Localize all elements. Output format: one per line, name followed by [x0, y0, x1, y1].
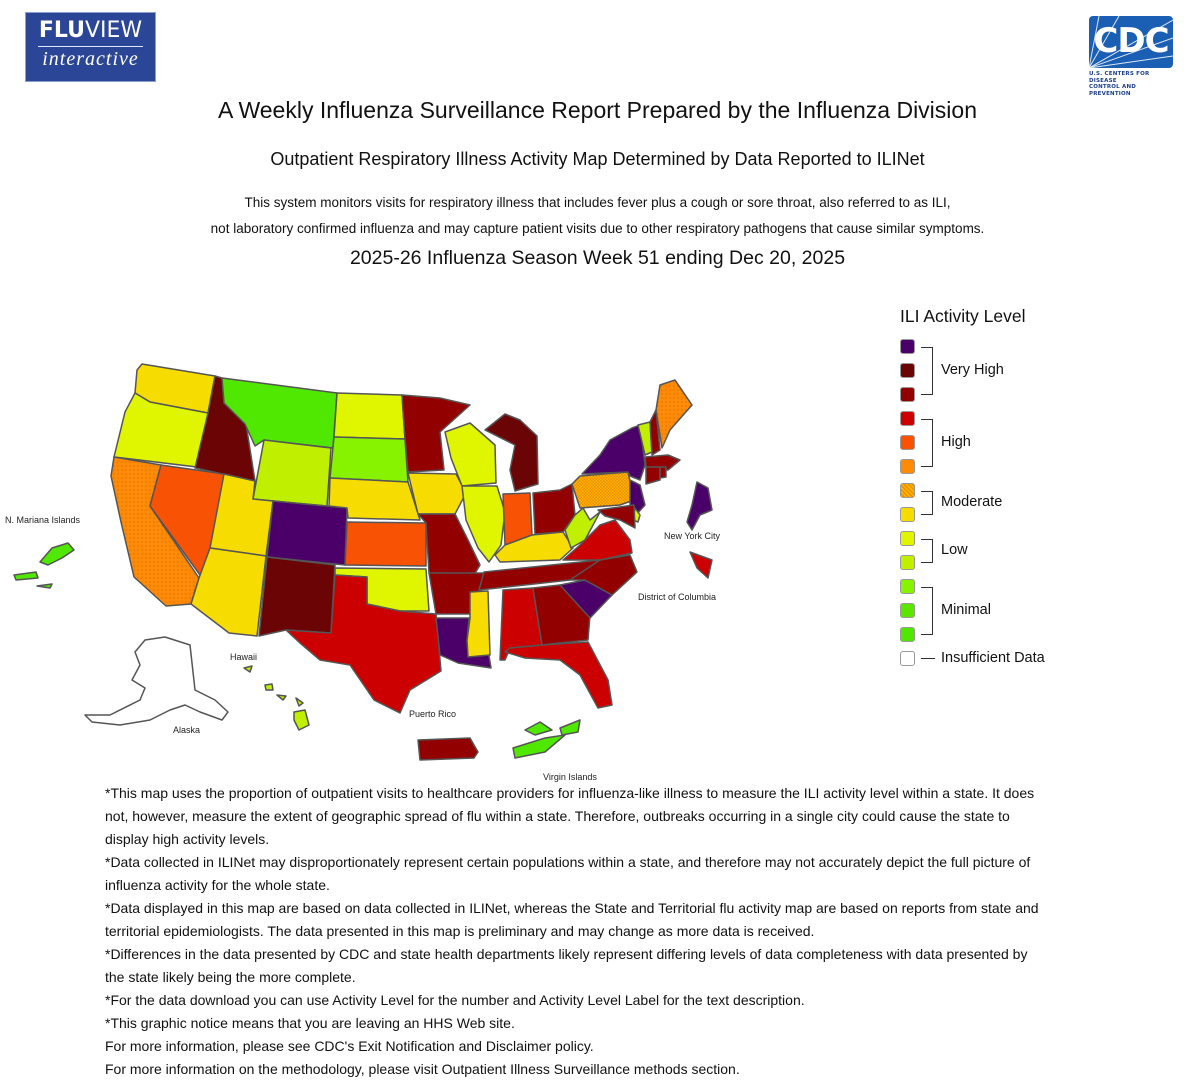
- state-pennsylvania[interactable]: [571, 471, 635, 509]
- state-new-hampshire[interactable]: [649, 409, 661, 456]
- state-illinois[interactable]: [461, 485, 506, 563]
- state-west-virginia[interactable]: [564, 507, 601, 549]
- legend-swatch-very-high-3[interactable]: [900, 339, 915, 354]
- footnotes: *This map uses the proportion of outpati…: [105, 782, 1045, 1081]
- footnote: *For the data download you can use Activ…: [105, 992, 805, 1008]
- legend-label-insufficient: Insufficient Data: [941, 650, 1045, 666]
- state-connecticut[interactable]: [645, 466, 661, 485]
- state-maine[interactable]: [655, 379, 693, 449]
- label-n-mariana: N. Mariana Islands: [5, 515, 81, 525]
- methodology-link[interactable]: For more information on the methodology,…: [105, 1061, 740, 1077]
- cdc-rays-icon: [1089, 16, 1173, 68]
- season-week-heading: 2025-26 Influenza Season Week 51 ending …: [349, 247, 846, 269]
- footnote: *This map uses the proportion of outpati…: [105, 785, 1035, 847]
- label-hawaii: Hawaii: [230, 652, 258, 662]
- hawaii[interactable]: [243, 665, 310, 731]
- state-wyoming[interactable]: [252, 439, 332, 507]
- legend-swatch-moderate-1[interactable]: [900, 507, 915, 522]
- virgin-islands[interactable]: [512, 719, 581, 759]
- state-arizona[interactable]: [190, 547, 267, 637]
- state-michigan[interactable]: [484, 413, 539, 492]
- puerto-rico[interactable]: [417, 737, 479, 761]
- legend-swatch-low-2[interactable]: [900, 531, 915, 546]
- legend-title: ILI Activity Level: [900, 306, 1026, 326]
- state-missouri[interactable]: [417, 513, 481, 576]
- state-rhode-island[interactable]: [659, 466, 667, 479]
- label-dc: District of Columbia: [638, 592, 717, 602]
- alaska[interactable]: [84, 636, 229, 726]
- fluview-logo[interactable]: FLUVIEW interactive: [25, 12, 156, 82]
- page-title: A Weekly Influenza Surveillance Report P…: [218, 97, 977, 123]
- ili-activity-map: N. Mariana Islands Alaska Hawaii Puerto …: [0, 280, 880, 790]
- page-description: This system monitors visits for respirat…: [210, 195, 985, 236]
- legend-bracket-very-high: [921, 347, 933, 395]
- legend-swatch-minimal-3[interactable]: [900, 579, 915, 594]
- legend-label-minimal: Minimal: [941, 602, 991, 618]
- cdc-logo-mark: CDC: [1089, 16, 1173, 68]
- footnote: *Data displayed in this map are based on…: [105, 900, 1039, 939]
- footnote: *Differences in the data presented by CD…: [105, 946, 1028, 985]
- page-subtitle: Outpatient Respiratory Illness Activity …: [270, 149, 925, 169]
- exit-notification-link[interactable]: For more information, please see CDC's E…: [105, 1038, 594, 1054]
- legend-swatch-high-2[interactable]: [900, 435, 915, 450]
- label-nyc: New York City: [664, 531, 721, 541]
- fluview-logo-subtext: interactive: [42, 48, 139, 70]
- legend-swatch-insufficient[interactable]: [900, 651, 915, 666]
- footnote: *Data collected in ILINet may disproport…: [105, 854, 1031, 893]
- legend-swatch-minimal-2[interactable]: [900, 603, 915, 618]
- cdc-logo-subtitle: U.S. CENTERS FOR DISEASE CONTROL AND PRE…: [1089, 71, 1150, 97]
- legend-swatch-high-1[interactable]: [900, 459, 915, 474]
- legend-label-high: High: [941, 434, 971, 450]
- state-florida[interactable]: [504, 641, 613, 709]
- legend-swatch-minimal-1[interactable]: [900, 627, 915, 642]
- state-georgia[interactable]: [532, 584, 591, 646]
- legend-swatch-low-1[interactable]: [900, 555, 915, 570]
- n-mariana-islands[interactable]: [13, 542, 75, 589]
- state-maryland[interactable]: [597, 504, 636, 529]
- legend-label-moderate: Moderate: [941, 494, 1003, 510]
- legend: ILI Activity Level Very High High Modera…: [900, 306, 1120, 686]
- state-nebraska[interactable]: [328, 477, 421, 521]
- state-colorado[interactable]: [266, 500, 348, 566]
- state-new-mexico[interactable]: [258, 556, 336, 637]
- cdc-logo[interactable]: CDC U.S. CENTERS FOR DISEASE CONTROL AND…: [1089, 16, 1173, 97]
- nyc-inset[interactable]: [686, 481, 713, 531]
- state-north-dakota[interactable]: [333, 392, 406, 440]
- legend-swatch-moderate-2[interactable]: [900, 483, 915, 498]
- state-south-dakota[interactable]: [329, 436, 409, 483]
- fluview-logo-text: FLUVIEW: [38, 18, 143, 43]
- legend-swatch-high-3[interactable]: [900, 411, 915, 426]
- fluview-logo-rule: [38, 46, 143, 47]
- state-iowa[interactable]: [407, 472, 467, 515]
- state-new-york[interactable]: [581, 424, 646, 481]
- legend-dash-insufficient: [921, 658, 935, 659]
- legend-bracket-minimal: [921, 587, 933, 635]
- dc-inset[interactable]: [689, 551, 713, 579]
- state-mississippi[interactable]: [466, 590, 491, 658]
- state-minnesota[interactable]: [401, 394, 471, 473]
- state-kansas[interactable]: [344, 521, 427, 567]
- label-alaska: Alaska: [173, 725, 201, 735]
- label-virgin-islands: Virgin Islands: [543, 772, 597, 782]
- state-texas[interactable]: [285, 574, 442, 714]
- legend-swatch-very-high-1[interactable]: [900, 387, 915, 402]
- label-puerto-rico: Puerto Rico: [409, 709, 457, 719]
- footnote: *This graphic notice means that you are …: [105, 1015, 515, 1031]
- legend-bracket-low: [921, 539, 933, 563]
- legend-swatch-very-high-2[interactable]: [900, 363, 915, 378]
- state-wisconsin[interactable]: [444, 422, 497, 487]
- legend-label-very-high: Very High: [941, 362, 1004, 378]
- legend-label-low: Low: [941, 542, 968, 558]
- legend-bracket-moderate: [921, 491, 933, 515]
- legend-bracket-high: [921, 419, 933, 467]
